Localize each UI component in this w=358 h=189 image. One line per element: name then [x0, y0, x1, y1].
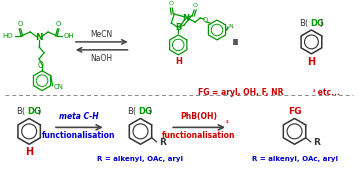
- Text: ): ): [37, 107, 40, 116]
- Text: MeCN: MeCN: [91, 30, 113, 39]
- Text: meta C-H: meta C-H: [59, 112, 99, 121]
- Text: O: O: [169, 1, 174, 6]
- Text: DG: DG: [27, 107, 41, 116]
- Text: O: O: [55, 21, 61, 27]
- Text: H: H: [308, 57, 315, 67]
- Text: N: N: [228, 25, 233, 29]
- Text: O: O: [193, 3, 198, 8]
- Text: functionalisation: functionalisation: [163, 131, 236, 140]
- Text: PhB(OH): PhB(OH): [181, 112, 218, 121]
- Text: O: O: [18, 21, 23, 27]
- Text: N: N: [35, 33, 43, 42]
- Text: N: N: [183, 14, 190, 22]
- Text: functionalisation: functionalisation: [42, 131, 116, 140]
- Text: ₂: ₂: [313, 88, 315, 93]
- Text: H: H: [175, 57, 182, 66]
- Text: HO: HO: [3, 33, 13, 39]
- Text: etc...: etc...: [315, 88, 340, 97]
- Text: B(: B(: [16, 107, 25, 116]
- Text: B: B: [175, 23, 182, 33]
- Text: ₂: ₂: [226, 119, 229, 124]
- Text: R = alkenyl, OAc, aryl: R = alkenyl, OAc, aryl: [97, 156, 184, 162]
- Text: B(: B(: [299, 19, 309, 28]
- Text: O: O: [202, 17, 208, 23]
- Text: ): ): [319, 19, 323, 28]
- Text: DG: DG: [310, 19, 324, 28]
- Text: H: H: [25, 147, 33, 157]
- Text: ): ): [149, 107, 152, 116]
- Text: R: R: [159, 138, 165, 147]
- Text: O: O: [37, 61, 43, 70]
- Text: CN: CN: [54, 84, 64, 90]
- Text: R = alkenyl, OAc, aryl: R = alkenyl, OAc, aryl: [252, 156, 338, 162]
- Text: FG: FG: [288, 107, 301, 116]
- Text: NaOH: NaOH: [91, 54, 113, 63]
- Text: DG: DG: [139, 107, 153, 116]
- Text: FG = aryl, OH, F, NR: FG = aryl, OH, F, NR: [198, 88, 284, 97]
- Text: B(: B(: [127, 107, 136, 116]
- Text: R: R: [313, 138, 320, 147]
- Text: OH: OH: [64, 33, 74, 39]
